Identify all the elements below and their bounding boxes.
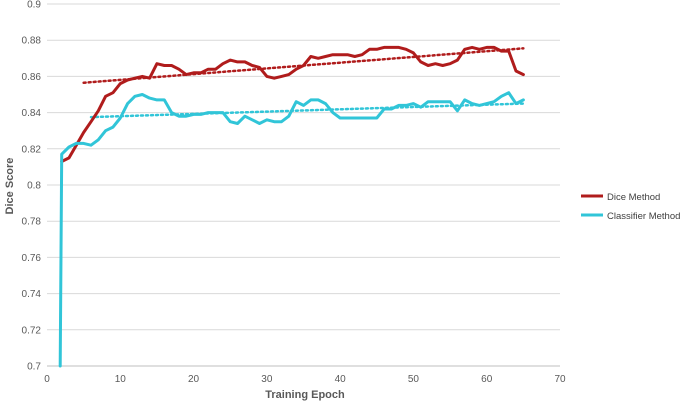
- y-tick-label: 0.76: [22, 253, 42, 264]
- legend: Dice Method Classifier Method: [581, 192, 680, 222]
- y-axis-title: Dice Score: [4, 158, 16, 215]
- x-axis-title: Training Epoch: [265, 389, 345, 401]
- x-tick-label: 20: [188, 374, 200, 385]
- x-tick-label: 10: [115, 374, 127, 385]
- series-line-dice-method: [60, 45, 525, 163]
- x-tick-label: 60: [481, 374, 493, 385]
- y-tick-label: 0.88: [22, 36, 42, 47]
- x-tick-label: 40: [335, 374, 347, 385]
- x-tick-label: 50: [408, 374, 420, 385]
- x-tick-label: 30: [261, 374, 273, 385]
- legend-label-dice: Dice Method: [607, 192, 660, 203]
- y-tick-label: 0.78: [22, 217, 42, 228]
- trendline-classifier-method: [89, 102, 525, 119]
- y-tick-label: 0.82: [22, 144, 42, 155]
- y-tick-label: 0.72: [22, 325, 42, 336]
- y-tick-label: 0.84: [22, 108, 42, 119]
- legend-label-classifier: Classifier Method: [607, 211, 680, 222]
- y-tick-label: 0.7: [27, 362, 41, 373]
- x-tick-label: 0: [44, 374, 50, 385]
- x-tick-label: 70: [554, 374, 566, 385]
- y-tick-label: 0.8: [27, 181, 41, 192]
- series-lines: [58, 45, 525, 368]
- y-tick-label: 0.74: [22, 289, 42, 300]
- x-tick-labels: 0 10 20 30 40 50 60 70: [44, 374, 566, 385]
- y-tick-label: 0.9: [27, 0, 41, 11]
- y-tick-labels: 0.7 0.72 0.74 0.76 0.78 0.8 0.82 0.84 0.86 0.88 0.…: [22, 0, 42, 373]
- series-line-classifier-method: [58, 91, 525, 368]
- gridlines: [47, 3, 560, 331]
- y-tick-label: 0.86: [22, 72, 42, 83]
